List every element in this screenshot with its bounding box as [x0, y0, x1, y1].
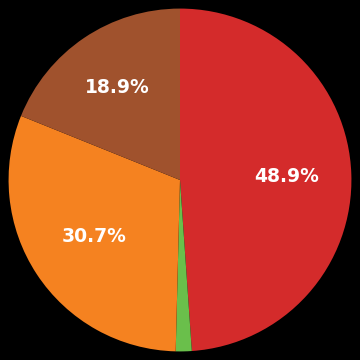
Text: 18.9%: 18.9%: [85, 78, 150, 97]
Text: 48.9%: 48.9%: [254, 167, 319, 186]
Text: 30.7%: 30.7%: [62, 227, 126, 246]
Wedge shape: [21, 9, 180, 180]
Wedge shape: [180, 9, 351, 351]
Wedge shape: [9, 116, 180, 351]
Wedge shape: [176, 180, 192, 351]
